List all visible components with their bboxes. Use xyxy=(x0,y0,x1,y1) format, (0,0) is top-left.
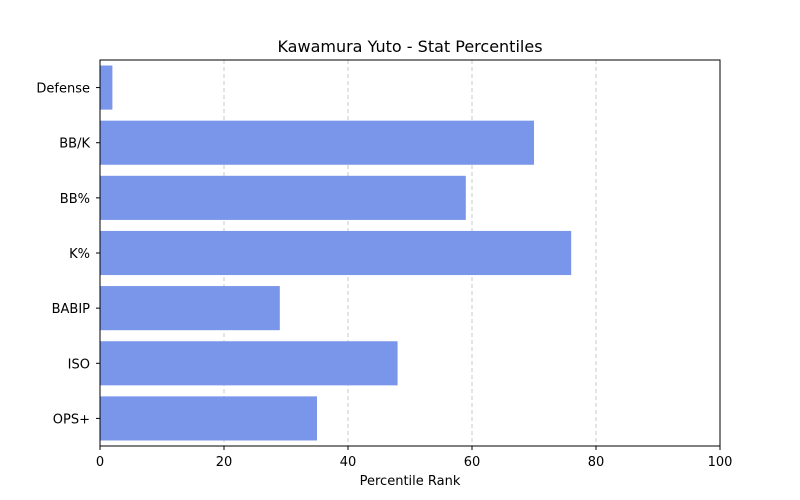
bar-ops xyxy=(100,396,317,441)
bar-bb xyxy=(100,175,466,220)
bar-iso xyxy=(100,341,398,386)
x-axis-ticks: 0 20 40 60 80 100 xyxy=(96,446,733,470)
y-tick-label: K% xyxy=(69,247,90,262)
y-tick-label: BB/K xyxy=(59,137,90,152)
y-tick-label: BB% xyxy=(60,192,90,207)
x-tick-label: 20 xyxy=(216,455,233,470)
bar-defense xyxy=(100,65,113,110)
bar-bb-k xyxy=(100,120,534,165)
bar-babip xyxy=(100,286,280,331)
y-axis-ticks: Defense BB/K BB% K% BABIP ISO OPS+ xyxy=(36,82,100,427)
y-tick-label: BABIP xyxy=(52,302,91,317)
x-tick-label: 60 xyxy=(464,455,481,470)
y-tick-label: ISO xyxy=(68,357,90,372)
x-tick-label: 0 xyxy=(96,455,104,470)
x-tick-label: 40 xyxy=(340,455,357,470)
y-tick-label: Defense xyxy=(36,82,90,97)
bars xyxy=(100,65,572,441)
y-tick-label: OPS+ xyxy=(53,412,90,427)
bar-k xyxy=(100,230,572,276)
x-tick-label: 100 xyxy=(708,455,733,470)
x-axis-label: Percentile Rank xyxy=(360,474,461,489)
chart-title: Kawamura Yuto - Stat Percentiles xyxy=(277,37,542,56)
x-tick-label: 80 xyxy=(588,455,605,470)
